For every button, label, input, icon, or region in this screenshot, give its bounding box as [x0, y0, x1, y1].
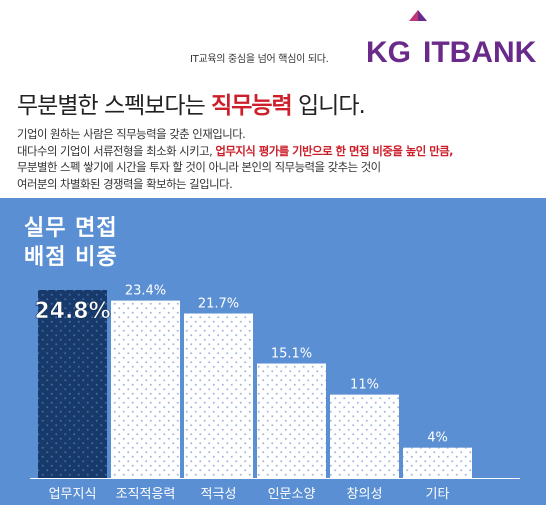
top-header: IT교육의 중심을 넘어 핵심이 되다. KG ITBANK	[0, 0, 546, 78]
chart-title: 실무 면접 배점 비중	[24, 214, 118, 272]
tagline: IT교육의 중심을 넘어 핵심이 되다.	[190, 54, 329, 65]
value-label-organizational-adaptability: 23.4%	[125, 284, 166, 299]
labels-group: 24.8% 업무지식 23.4% 조직적응력 21.7% 적극성 15.1% 인문소양 11% 창…	[34, 284, 449, 502]
chart-title-line-2: 배점 비중	[24, 245, 118, 270]
chart-panel: 실무 면접 배점 비중 24.8% 업무지식 23.4% 조직적응력 21.7% 적극성 1…	[0, 198, 546, 505]
body-line-2: 대다수의 기업이 서류전형을 최소화 시키고, 업무지식 평가를 기반으로 한 …	[17, 143, 454, 160]
logo-mark-icon	[409, 10, 427, 21]
headline-highlight: 직무능력	[211, 93, 293, 119]
logo-kg: KG	[366, 36, 411, 69]
bar-creativity	[330, 394, 399, 478]
category-label-other: 기타	[426, 487, 450, 502]
bars-group	[30, 290, 520, 479]
body-line-2-highlight: 업무지식 평가를 기반으로 한 면접 비중을 높인 만큼,	[215, 143, 454, 158]
body-line-1: 기업이 원하는 사람은 직무능력을 갖춘 인재입니다.	[17, 127, 246, 141]
logo-text: KG ITBANK	[366, 36, 536, 70]
body-text: 기업이 원하는 사람은 직무능력을 갖춘 인재입니다. 대다수의 기업이 서류전…	[17, 126, 454, 192]
headline-suffix: 입니다.	[291, 93, 366, 119]
page-headline: 무분별한 스펙보다는 직무능력 입니다.	[17, 86, 366, 120]
value-label-other: 4%	[427, 431, 448, 446]
body-line-4: 여러분의 차별화된 경쟁력을 확보하는 길입니다.	[17, 176, 233, 191]
category-label-organizational-adaptability: 조직적응력	[116, 487, 176, 502]
headline-prefix: 무분별한 스펙보다는	[17, 93, 212, 119]
kg-itbank-logo: KG ITBANK	[366, 10, 541, 70]
bar-proactiveness	[184, 313, 253, 478]
value-label-proactiveness: 21.7%	[198, 297, 239, 312]
chart-title-line-1: 실무 면접	[24, 216, 118, 241]
category-label-creativity: 창의성	[347, 487, 383, 502]
logo-itbank: ITBANK	[423, 36, 537, 69]
category-label-humanities: 인문소양	[268, 487, 316, 502]
value-label-creativity: 11%	[350, 378, 379, 393]
bar-organizational-adaptability	[111, 300, 180, 478]
bar-chart: 24.8% 업무지식 23.4% 조직적응력 21.7% 적극성 15.1% 인문소양 11% 창…	[30, 284, 520, 502]
value-label-humanities: 15.1%	[271, 347, 312, 362]
category-label-proactiveness: 적극성	[201, 487, 237, 502]
category-label-work-knowledge: 업무지식	[49, 487, 97, 502]
bar-other	[403, 447, 472, 478]
bar-humanities	[257, 363, 326, 478]
body-line-3: 무분별한 스펙 쌓기에 시간을 투자 할 것이 아니라 본인의 직무능력을 갖추…	[17, 160, 381, 174]
bar-work-knowledge	[38, 290, 107, 478]
value-label-work-knowledge: 24.8%	[34, 299, 110, 324]
body-line-2-prefix: 대다수의 기업이 서류전형을 최소화 시키고,	[17, 143, 216, 158]
